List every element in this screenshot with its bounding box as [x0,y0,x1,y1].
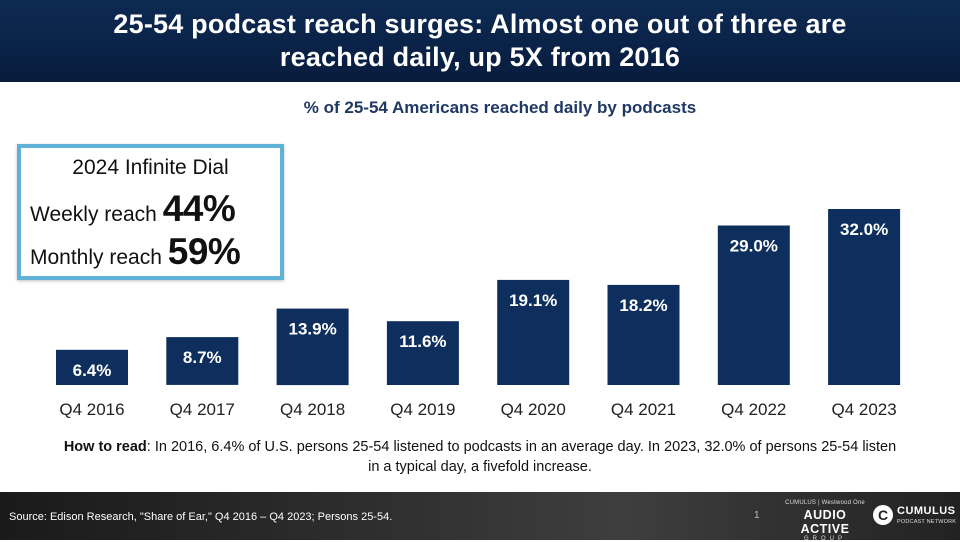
bar-q4-2023 [828,209,901,385]
bar-q4-2022 [717,225,790,385]
logo-main-text: AUDIO ACTIVE [800,508,850,536]
monthly-reach-value: 59% [167,231,241,272]
page-number: 1 [754,510,760,521]
how-to-read-text: : In 2016, 6.4% of U.S. persons 25-54 li… [146,439,897,475]
bar-q4-2021 [607,284,680,385]
x-tick-label: Q4 2021 [611,400,676,419]
audio-active-group-logo: CUMULUS | Westwood One AUDIO ACTIVE GROU… [778,500,872,542]
bar-q4-2019 [386,321,459,385]
weekly-reach-value: 44% [162,188,236,229]
bar-chart: 6.4% Q4 2016 8.7% Q4 2017 13.9% Q4 2018 11.6% Q… [56,209,901,419]
data-label: 19.1% [509,291,557,310]
data-label: 8.7% [183,348,222,367]
cumulus-podcast-network-logo: C CUMULUS PODCAST NETWORK [873,502,957,532]
monthly-reach-label: Monthly reach [30,246,162,269]
cpn-main-text: CUMULUS [897,505,956,517]
logo-sub-text: GROUP [803,536,846,542]
bar-q4-2016 [56,349,128,385]
how-to-read-note: How to read: In 2016, 6.4% of U.S. perso… [60,437,900,477]
cpn-sub-text: PODCAST NETWORK [897,519,957,525]
data-label: 18.2% [619,296,667,315]
x-tick-label: Q4 2023 [831,400,896,419]
infinite-dial-callout: 2024 Infinite Dial Weekly reach 44% Mont… [17,144,284,280]
weekly-reach-row: Weekly reach 44% [30,188,236,230]
x-tick-label: Q4 2018 [280,400,345,419]
logo-top-text: CUMULUS | Westwood One [785,500,865,506]
footer-bar: Source: Edison Research, "Share of Ear,"… [0,492,960,542]
data-label: 6.4% [73,361,112,380]
monthly-reach-row: Monthly reach 59% [30,231,241,273]
source-citation: Source: Edison Research, "Share of Ear,"… [9,511,393,523]
page-title: 25-54 podcast reach surges: Almost one o… [113,9,847,72]
x-tick-label: Q4 2020 [501,400,566,419]
header-banner: 25-54 podcast reach surges: Almost one o… [0,0,960,82]
bar-q4-2018 [276,308,349,386]
x-tick-label: Q4 2016 [59,400,124,419]
callout-title: 2024 Infinite Dial [72,156,229,179]
data-label: 13.9% [288,320,336,339]
cumulus-c-icon: C [873,505,893,525]
data-label: 29.0% [730,237,778,256]
chart-title: % of 25-54 Americans reached daily by po… [303,98,697,117]
x-tick-label: Q4 2019 [390,400,455,419]
bar-q4-2020 [497,279,570,385]
data-label: 32.0% [840,220,888,239]
x-tick-label: Q4 2022 [721,400,786,419]
bar-q4-2017 [166,337,239,385]
how-to-read-lead: How to read [63,439,147,455]
weekly-reach-label: Weekly reach [30,203,157,226]
x-tick-label: Q4 2017 [170,400,235,419]
data-label: 11.6% [399,332,446,351]
